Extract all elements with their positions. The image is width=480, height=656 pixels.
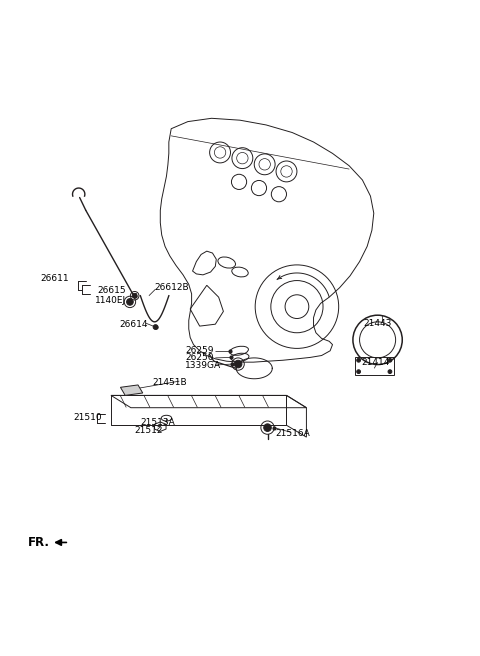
Text: 26615: 26615 (97, 287, 126, 295)
Text: 26612B: 26612B (155, 283, 189, 292)
Circle shape (264, 424, 271, 432)
Text: 1140EJ: 1140EJ (96, 296, 126, 305)
Text: 26250: 26250 (185, 354, 214, 362)
Circle shape (127, 298, 133, 305)
Text: 21512: 21512 (135, 426, 163, 435)
Text: 21513A: 21513A (140, 419, 175, 428)
Circle shape (234, 360, 242, 368)
Text: FR.: FR. (27, 536, 49, 549)
Text: 21414: 21414 (361, 358, 389, 367)
Circle shape (357, 358, 360, 362)
Circle shape (132, 293, 137, 298)
Circle shape (388, 370, 392, 373)
Text: 26259: 26259 (185, 346, 214, 356)
Text: 21451B: 21451B (152, 378, 187, 386)
Circle shape (357, 370, 360, 373)
Circle shape (388, 358, 392, 362)
Text: 21443: 21443 (363, 319, 392, 328)
Text: 26611: 26611 (41, 274, 69, 283)
Text: 26614: 26614 (119, 319, 147, 329)
Polygon shape (120, 385, 143, 396)
Text: 21516A: 21516A (276, 429, 311, 438)
Circle shape (153, 325, 158, 329)
Text: 1339GA: 1339GA (185, 361, 222, 369)
Text: 21510: 21510 (73, 413, 102, 422)
